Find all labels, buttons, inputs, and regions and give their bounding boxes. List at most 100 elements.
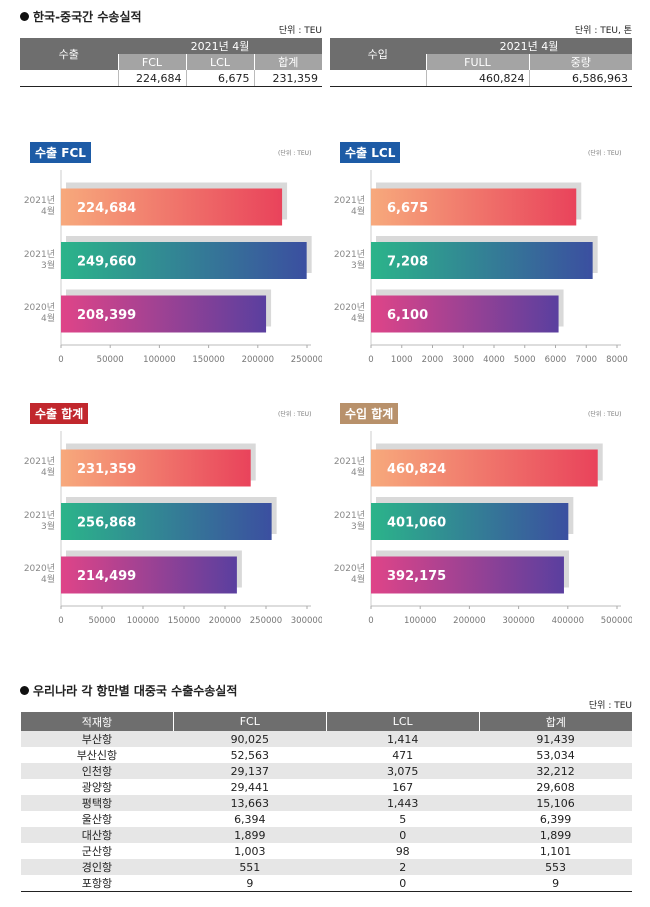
row: 부산신항 52,563 471 53,034: [21, 747, 633, 763]
cell: 52,563: [230, 748, 270, 762]
bar: [371, 556, 564, 594]
x-tick-label: 2000: [422, 355, 444, 365]
x-tick-label: 500000: [601, 616, 632, 626]
x-tick-label: 4000: [483, 355, 505, 365]
x-tick-label: 7000: [575, 355, 597, 365]
cell: 군산항: [81, 845, 113, 858]
section-title-text: 우리나라 각 항만별 대중국 수출수송실적: [33, 684, 238, 698]
value-label: 401,060: [387, 516, 446, 531]
cell: 224,684: [117, 70, 186, 87]
chart-plot: 0 50000 100000 150000 200000 250000 224,684 249…: [58, 170, 322, 365]
chart: 수출 합계 (단위 : TEU) 0 50000 100000 150000 200000 2…: [20, 401, 322, 641]
y-tick-label: 2021년 4월: [23, 457, 55, 478]
bar: [61, 295, 267, 333]
chart-title: 수출 합계: [30, 403, 89, 424]
y-tick-label: 2021년 3월: [333, 249, 365, 271]
row: 대산항 1,899 0 1,899: [20, 827, 632, 843]
chart-title: 수출 LCL: [340, 142, 401, 163]
cell: 울산항: [81, 813, 113, 826]
column-header: LCL: [325, 712, 480, 731]
value-label: 208,399: [77, 308, 136, 323]
blank: [20, 70, 118, 87]
value-label: 231,359: [77, 462, 136, 477]
header: 합계: [253, 54, 322, 70]
x-tick-label: 0: [368, 355, 373, 365]
x-tick-label: 3000: [452, 355, 474, 365]
value-label: 214,499: [77, 569, 136, 584]
row-label: 수입: [330, 38, 426, 70]
y-tick-label: 2020년 4월: [333, 564, 365, 585]
x-tick-label: 100000: [404, 616, 436, 626]
cell: 32,212: [479, 763, 632, 779]
section-title: 우리나라 각 항만별 대중국 수출수송실적: [20, 682, 237, 699]
value-label: 460,824: [387, 462, 446, 477]
cell: 1,899: [479, 827, 632, 843]
y-tick-label: 2021년 4월: [333, 457, 365, 478]
cell: 15,106: [479, 795, 632, 811]
x-tick-label: 400000: [552, 616, 584, 626]
header: FULL: [425, 54, 529, 70]
cell: 부산항: [20, 731, 174, 747]
cell: 9: [552, 876, 560, 890]
chart-unit: (단위 : TEU): [278, 411, 312, 418]
cell: 6,399: [539, 812, 572, 826]
cell: 인천항: [20, 763, 174, 779]
cell: 평택항: [20, 795, 174, 811]
x-tick-label: 50000: [97, 355, 124, 365]
row: 군산항 1,003 98 1,101: [21, 843, 633, 859]
bar: [61, 556, 237, 594]
x-tick-label: 200000: [242, 355, 274, 365]
value-label: 6,100: [387, 308, 428, 323]
section-title: 한국-중국간 수송실적: [20, 8, 142, 25]
x-tick-label: 300000: [291, 616, 322, 626]
unit: 단위 : TEU: [278, 26, 322, 36]
row: 광양항 29,441 167 29,608: [21, 779, 633, 795]
cell: 부산신항: [76, 749, 118, 762]
y-tick-label: 2021년 3월: [23, 510, 55, 532]
cell: 551: [173, 859, 327, 875]
cell: 1,003: [234, 844, 266, 858]
header: 중량: [528, 54, 632, 70]
cell: 1,414: [326, 731, 480, 747]
blank: [330, 70, 426, 87]
cell: 6,394: [234, 812, 266, 826]
header-row: 적재항 FCL LCL 합계: [20, 712, 632, 731]
y-tick-label: 2020년 4월: [23, 564, 55, 585]
x-tick-label: 0: [58, 616, 63, 626]
period: 2021년 4월: [426, 38, 632, 54]
cell: 9: [246, 876, 254, 890]
bar: [371, 503, 569, 540]
x-tick-label: 150000: [192, 355, 224, 365]
cell: 471: [392, 748, 414, 762]
unit: 단위 : TEU: [588, 701, 632, 711]
cell: 0: [326, 827, 480, 843]
x-tick-label: 50000: [88, 616, 115, 626]
y-tick-label: 2020년 4월: [23, 303, 55, 324]
chart-title: 수입 합계: [340, 403, 399, 424]
cell: 90,025: [173, 731, 327, 747]
section-title-text: 한국-중국간 수송실적: [33, 10, 142, 24]
cell: 29,137: [173, 763, 327, 779]
bar: [371, 295, 559, 333]
cell: 6,675: [185, 70, 254, 87]
x-tick-label: 100000: [143, 355, 175, 365]
cell: 91,439: [479, 731, 632, 747]
cell: 3,075: [326, 763, 480, 779]
x-tick-label: 8000: [606, 355, 628, 365]
cell: 대산항: [20, 827, 174, 843]
x-tick-label: 1000: [391, 355, 413, 365]
import-table: 수입 2021년 4월 FULL 중량 460,824 6,586,963: [330, 38, 632, 87]
x-tick-label: 250000: [291, 355, 322, 365]
x-tick-label: 100000: [127, 616, 159, 626]
cell: 167: [392, 780, 414, 794]
column-header: 적재항: [20, 712, 174, 731]
cell: 29,608: [536, 780, 575, 794]
x-tick-label: 200000: [209, 616, 241, 626]
y-tick-label: 2021년 4월: [23, 196, 55, 217]
y-tick-label: 2021년 3월: [333, 510, 365, 532]
bar: [61, 242, 307, 279]
row: 부산항 90,025 1,414 91,439: [20, 731, 632, 747]
x-tick-label: 0: [58, 355, 63, 365]
value-label: 6,675: [387, 201, 428, 216]
cell: 경인항: [20, 859, 174, 875]
